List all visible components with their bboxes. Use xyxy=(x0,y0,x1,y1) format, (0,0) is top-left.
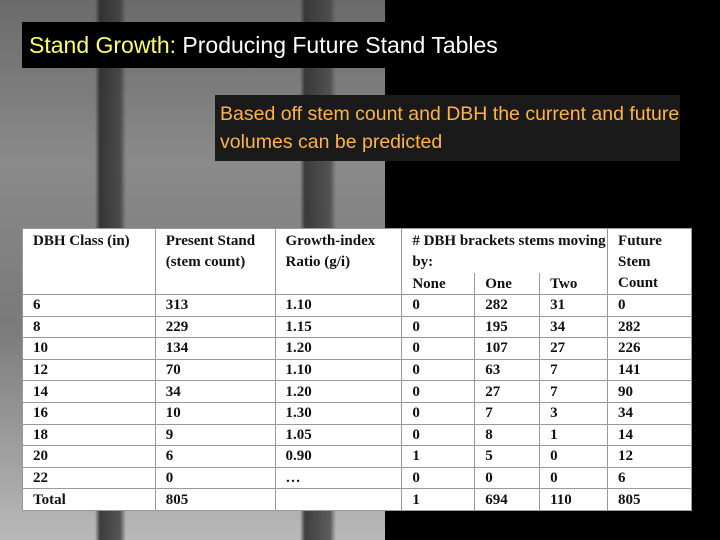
cell: 1.15 xyxy=(274,315,403,339)
cell: 0.90 xyxy=(274,445,403,468)
cell: 282 xyxy=(607,315,692,339)
cell: 229 xyxy=(154,315,276,339)
cell: 63 xyxy=(474,358,541,382)
subheader-cell: Two xyxy=(539,273,609,296)
header-cell: Growth-index Ratio (g/i) xyxy=(274,228,403,295)
cell: 107 xyxy=(474,337,541,360)
data-row: 12 70 1.10 0 63 7 141 xyxy=(22,358,692,382)
cell: 34 xyxy=(607,401,692,425)
cell: 0 xyxy=(401,294,476,317)
cell: 14 xyxy=(22,380,156,403)
cell: 10 xyxy=(154,401,276,425)
cell: 3 xyxy=(539,401,609,425)
cell: 0 xyxy=(401,380,476,403)
cell: … xyxy=(274,466,403,490)
data-row: 14 34 1.20 0 27 7 90 xyxy=(22,380,692,403)
header-cell: Future Stem Count xyxy=(607,228,692,295)
data-row: 8 229 1.15 0 195 34 282 xyxy=(22,315,692,339)
cell: 12 xyxy=(607,445,692,468)
total-cell: 805 xyxy=(607,488,692,511)
cell: 6 xyxy=(22,294,156,317)
data-row: 6 313 1.10 0 282 31 0 xyxy=(22,294,692,317)
cell: 6 xyxy=(607,466,692,490)
cell: 27 xyxy=(539,337,609,360)
cell: 8 xyxy=(22,315,156,339)
header-cell: Present Stand (stem count) xyxy=(154,228,276,295)
table-body: DBH Class (in) Present Stand (stem count)… xyxy=(22,228,692,511)
cell: 0 xyxy=(401,466,476,490)
data-row: 22 0… 0 0 0 6 xyxy=(22,466,692,490)
cell: 7 xyxy=(474,401,541,425)
total-cell: 694 xyxy=(474,488,541,511)
cell: 7 xyxy=(539,380,609,403)
cell: 0 xyxy=(401,423,476,447)
total-cell: 110 xyxy=(539,488,609,511)
cell: 27 xyxy=(474,380,541,403)
cell: 8 xyxy=(474,423,541,447)
cell: 195 xyxy=(474,315,541,339)
cell: 282 xyxy=(474,294,541,317)
table-panel: DBH Class (in) Present Stand (stem count)… xyxy=(22,228,692,511)
cell: 16 xyxy=(22,401,156,425)
title: Stand Growth: Producing Future Stand Tab… xyxy=(22,22,605,68)
cell: 1.30 xyxy=(274,401,403,425)
cell: 141 xyxy=(607,358,692,382)
cell: 5 xyxy=(474,445,541,468)
cell: 0 xyxy=(154,466,276,490)
cell: 70 xyxy=(154,358,276,382)
cell: 34 xyxy=(154,380,276,403)
data-row: 10 134 1.20 0 107 27 226 xyxy=(22,337,692,360)
cell: 0 xyxy=(401,315,476,339)
cell: 0 xyxy=(401,358,476,382)
header-cell: # DBH brackets stems moving by: xyxy=(401,228,609,274)
header-row: DBH Class (in) Present Stand (stem count)… xyxy=(22,228,692,295)
total-cell: 805 xyxy=(154,488,276,511)
title-highlight: Stand Growth: xyxy=(29,32,177,58)
cell: 1.20 xyxy=(274,380,403,403)
total-cell: 1 xyxy=(401,488,476,511)
cell: 134 xyxy=(154,337,276,360)
cell: 1 xyxy=(539,423,609,447)
total-row: Total 805 1 694 110 805 xyxy=(22,488,692,511)
cell: 1.10 xyxy=(274,294,403,317)
cell: 31 xyxy=(539,294,609,317)
cell: 34 xyxy=(539,315,609,339)
title-rest: Producing Future Stand Tables xyxy=(182,32,498,58)
cell: 0 xyxy=(539,466,609,490)
cell: 1 xyxy=(401,445,476,468)
cell: 0 xyxy=(401,337,476,360)
cell: 9 xyxy=(154,423,276,447)
cell: 0 xyxy=(401,401,476,425)
total-cell: Total xyxy=(22,488,156,511)
cell: 0 xyxy=(474,466,541,490)
cell: 7 xyxy=(539,358,609,382)
header-cell: DBH Class (in) xyxy=(22,228,156,295)
cell: 20 xyxy=(22,445,156,468)
cell: 226 xyxy=(607,337,692,360)
cell: 0 xyxy=(539,445,609,468)
total-cell xyxy=(274,488,403,511)
stand-table: DBH Class (in) Present Stand (stem count)… xyxy=(22,228,692,511)
subheader-cell: None xyxy=(401,273,475,296)
cell: 18 xyxy=(22,423,156,447)
subheader-row: None One Two xyxy=(23,273,692,296)
cell: 10 xyxy=(22,337,156,360)
cell: 1.20 xyxy=(274,337,403,360)
subtitle: Based off stem count and DBH the current… xyxy=(215,95,680,161)
cell: 0 xyxy=(607,294,692,317)
cell: 1.05 xyxy=(274,423,403,447)
cell: 12 xyxy=(22,358,156,382)
data-row: 18 9 1.05 0 8 1 14 xyxy=(22,423,692,447)
data-row: 20 6 0.90 1 5 0 12 xyxy=(22,445,692,468)
cell: 90 xyxy=(607,380,692,403)
cell: 14 xyxy=(607,423,692,447)
cell: 22 xyxy=(22,466,156,490)
subheader-cell: One xyxy=(474,273,540,296)
cell: 1.10 xyxy=(274,358,403,382)
data-row: 16 10 1.30 0 7 3 34 xyxy=(22,401,692,425)
cell: 313 xyxy=(154,294,276,317)
cell: 6 xyxy=(154,445,276,468)
